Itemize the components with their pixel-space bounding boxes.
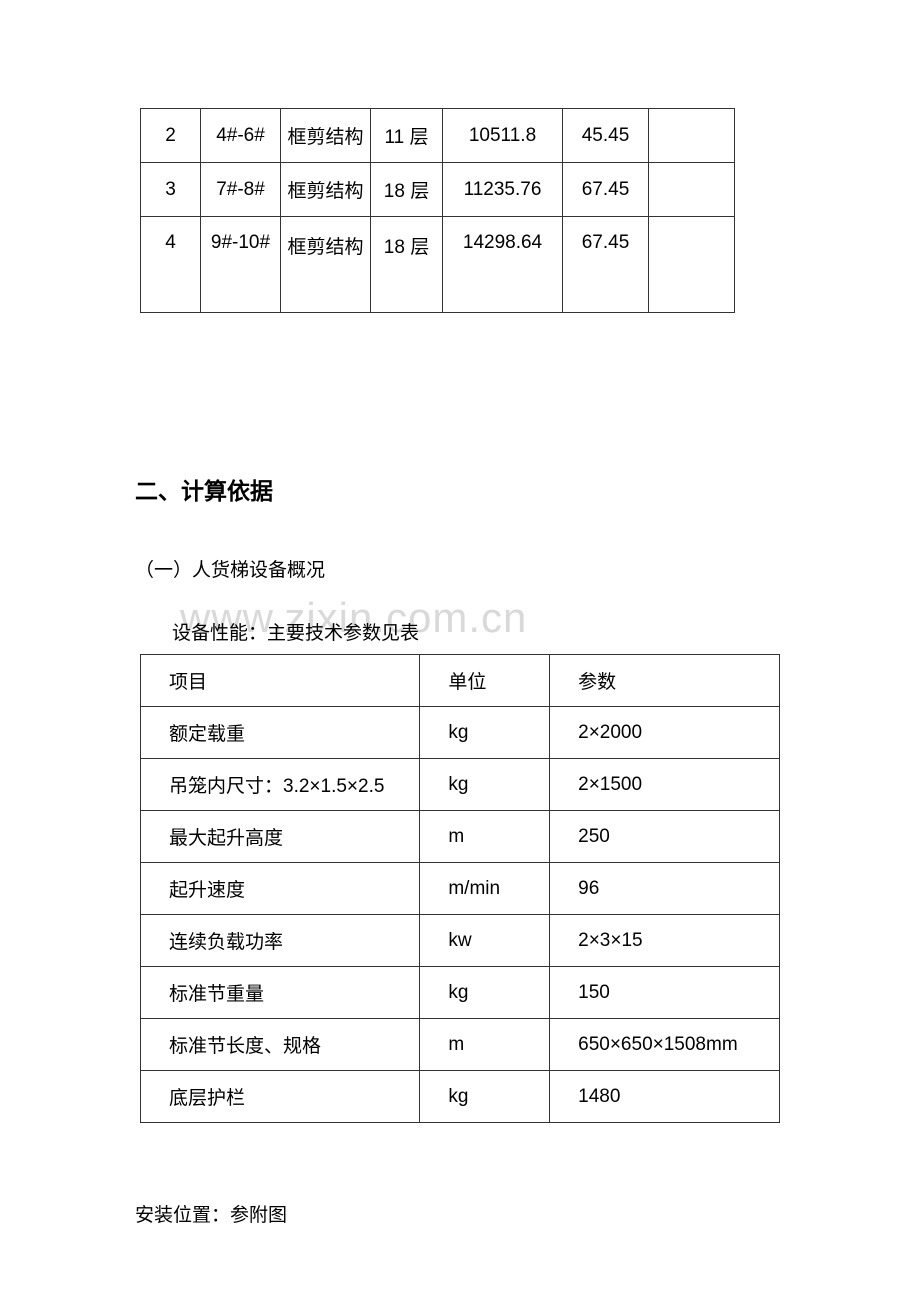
cell-structure: 框剪结构 bbox=[281, 163, 371, 217]
cell-item: 标准节长度、规格 bbox=[141, 1019, 420, 1071]
cell-item: 额定载重 bbox=[141, 707, 420, 759]
cell-structure: 框剪结构 bbox=[281, 217, 371, 313]
section-heading: 二、计算依据 bbox=[135, 472, 273, 506]
cell-item: 起升速度 bbox=[141, 863, 420, 915]
table-row: 吊笼内尺寸：3.2×1.5×2.5 kg 2×1500 bbox=[141, 759, 780, 811]
cell-param: 150 bbox=[550, 967, 780, 1019]
cell-height: 67.45 bbox=[563, 217, 649, 313]
spec-table: 项目 单位 参数 额定载重 kg 2×2000 吊笼内尺寸：3.2×1.5×2.… bbox=[140, 654, 780, 1123]
cell-unit: m bbox=[420, 1019, 550, 1071]
cell-param: 96 bbox=[550, 863, 780, 915]
table-row: 3 7#-8# 框剪结构 18 层 11235.76 67.45 bbox=[141, 163, 735, 217]
table-row: 底层护栏 kg 1480 bbox=[141, 1071, 780, 1123]
cell-unit: kg bbox=[420, 1071, 550, 1123]
cell-note bbox=[649, 217, 735, 313]
cell-floors: 18 层 bbox=[371, 163, 443, 217]
cell-unit: kw bbox=[420, 915, 550, 967]
cell-area: 11235.76 bbox=[443, 163, 563, 217]
cell-unit: m bbox=[420, 811, 550, 863]
cell-note bbox=[649, 163, 735, 217]
cell-item: 吊笼内尺寸：3.2×1.5×2.5 bbox=[141, 759, 420, 811]
cell-item: 标准节重量 bbox=[141, 967, 420, 1019]
cell-structure: 框剪结构 bbox=[281, 109, 371, 163]
cell-param: 2×2000 bbox=[550, 707, 780, 759]
cell-param: 1480 bbox=[550, 1071, 780, 1123]
table-row: 连续负载功率 kw 2×3×15 bbox=[141, 915, 780, 967]
cell-unit: kg bbox=[420, 759, 550, 811]
header-unit: 单位 bbox=[420, 655, 550, 707]
table-row: 标准节重量 kg 150 bbox=[141, 967, 780, 1019]
cell-floors: 18 层 bbox=[371, 217, 443, 313]
building-table: 2 4#-6# 框剪结构 11 层 10511.8 45.45 3 7#-8# … bbox=[140, 108, 735, 313]
equipment-performance-line: 设备性能：主要技术参数见表 bbox=[172, 618, 419, 645]
cell-height: 45.45 bbox=[563, 109, 649, 163]
cell-param: 2×3×15 bbox=[550, 915, 780, 967]
cell-building: 9#-10# bbox=[201, 217, 281, 313]
cell-note bbox=[649, 109, 735, 163]
cell-item: 最大起升高度 bbox=[141, 811, 420, 863]
cell-area: 14298.64 bbox=[443, 217, 563, 313]
table-header-row: 项目 单位 参数 bbox=[141, 655, 780, 707]
header-item: 项目 bbox=[141, 655, 420, 707]
cell-unit: kg bbox=[420, 967, 550, 1019]
cell-height: 67.45 bbox=[563, 163, 649, 217]
cell-seq: 3 bbox=[141, 163, 201, 217]
install-location-text: 安装位置：参附图 bbox=[135, 1200, 287, 1227]
cell-building: 7#-8# bbox=[201, 163, 281, 217]
cell-param: 650×650×1508mm bbox=[550, 1019, 780, 1071]
cell-item: 底层护栏 bbox=[141, 1071, 420, 1123]
cell-unit: m/min bbox=[420, 863, 550, 915]
table-row: 2 4#-6# 框剪结构 11 层 10511.8 45.45 bbox=[141, 109, 735, 163]
cell-unit: kg bbox=[420, 707, 550, 759]
table-row: 额定载重 kg 2×2000 bbox=[141, 707, 780, 759]
cell-building: 4#-6# bbox=[201, 109, 281, 163]
cell-seq: 4 bbox=[141, 217, 201, 313]
table-row: 标准节长度、规格 m 650×650×1508mm bbox=[141, 1019, 780, 1071]
table-row: 起升速度 m/min 96 bbox=[141, 863, 780, 915]
table-row: 4 9#-10# 框剪结构 18 层 14298.64 67.45 bbox=[141, 217, 735, 313]
cell-area: 10511.8 bbox=[443, 109, 563, 163]
cell-seq: 2 bbox=[141, 109, 201, 163]
header-param: 参数 bbox=[550, 655, 780, 707]
cell-floors: 11 层 bbox=[371, 109, 443, 163]
cell-param: 250 bbox=[550, 811, 780, 863]
cell-item: 连续负载功率 bbox=[141, 915, 420, 967]
sub-heading: （一）人货梯设备概况 bbox=[135, 555, 325, 582]
table-row: 最大起升高度 m 250 bbox=[141, 811, 780, 863]
cell-param: 2×1500 bbox=[550, 759, 780, 811]
